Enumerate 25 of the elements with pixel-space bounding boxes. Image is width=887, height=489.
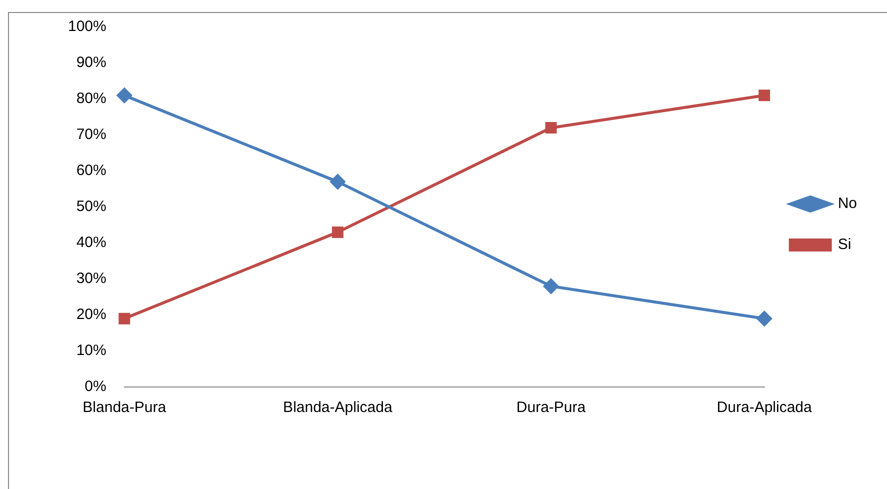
y-tick-label: 0%	[84, 378, 106, 396]
y-tick-label: 10%	[76, 342, 106, 360]
point	[758, 90, 770, 102]
legend-label: Si	[838, 236, 852, 254]
y-tick-label: 100%	[68, 18, 106, 36]
y-tick-label: 30%	[76, 270, 106, 288]
point	[116, 88, 132, 103]
x-tick-label: Blanda-Aplicada	[283, 399, 393, 416]
y-tick-label: 40%	[76, 234, 106, 252]
x-tick-label: Dura-Pura	[516, 399, 586, 416]
legend-label: No	[838, 195, 858, 212]
y-tick-label: 80%	[76, 90, 106, 108]
point	[330, 174, 346, 190]
y-tick-label: 50%	[76, 198, 106, 216]
y-tick-label: 70%	[76, 126, 106, 144]
point	[332, 226, 344, 238]
point	[756, 311, 772, 326]
point	[545, 122, 557, 134]
y-tick-label: 90%	[76, 54, 106, 72]
x-tick-label: Blanda-Pura	[82, 399, 167, 416]
y-tick-label: 20%	[76, 306, 106, 324]
x-tick-label: Dura-Aplicada	[716, 399, 813, 416]
point	[118, 312, 130, 324]
y-tick-label: 60%	[76, 162, 106, 180]
point	[544, 278, 559, 294]
